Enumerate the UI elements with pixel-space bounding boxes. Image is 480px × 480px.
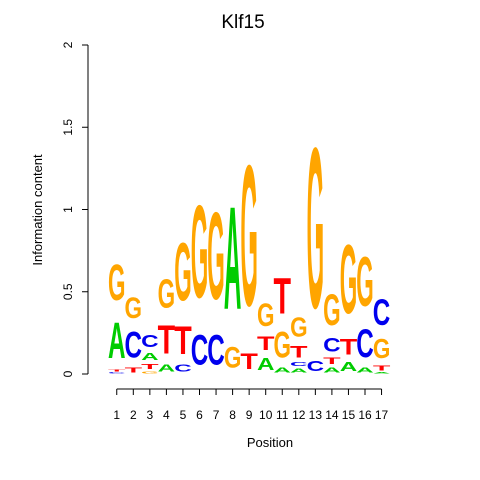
x-tick-label: 12 [292, 408, 306, 422]
y-tick-label: 1 [61, 206, 75, 213]
logo-letter-T-pos-1: T [108, 369, 126, 372]
logo-letter-G-pos-8: G [224, 341, 242, 375]
logo-letter-G-pos-3: G [141, 371, 159, 374]
logo-letter-C-pos-5: C [174, 362, 192, 374]
x-tick-label: 7 [213, 408, 220, 422]
logo-letter-A-pos-3: A [141, 351, 159, 363]
x-tick-label: 15 [342, 408, 356, 422]
logo-letter-A-pos-16: A [356, 366, 374, 374]
x-tick-label: 6 [196, 408, 203, 422]
logo-letter-C-pos-1: C [108, 372, 125, 374]
x-tick-label: 10 [259, 408, 273, 422]
logo-letter-T-pos-17: T [373, 364, 391, 372]
x-axis-label: Position [247, 435, 293, 450]
logo-letter-A-pos-1: A [108, 312, 125, 370]
chart-title: Klf15 [221, 12, 264, 33]
logo-letter-T-pos-11: T [274, 266, 291, 324]
logo-letter-G-pos-14: G [323, 286, 340, 335]
x-tick-label: 2 [130, 408, 137, 422]
logo-letter-C-pos-6: C [191, 328, 209, 375]
logo-letter-C-pos-2: C [125, 325, 143, 366]
y-tick-label: 0 [61, 370, 75, 377]
x-axis: 1 2 3 4 5 6 7 8 9 10 11 12 13 14 15 16 17 [113, 388, 389, 422]
logo-letter-T-pos-14: T [323, 356, 341, 366]
logo-letter-G-pos-17: G [373, 334, 390, 365]
logo-letter-G-pos-10: G [257, 297, 274, 333]
logo-letter-T-pos-10: T [257, 334, 275, 355]
logo-letter-C-pos-14: C [323, 334, 341, 356]
logo-letter-C-pos-17: C [373, 292, 391, 333]
logo-letter-T-pos-9: T [240, 350, 258, 374]
y-axis-label: Information content [30, 154, 45, 266]
logo-letter-C-pos-7: C [207, 328, 225, 375]
y-tick-label: 1.5 [61, 119, 75, 136]
x-tick-label: 3 [147, 408, 154, 422]
logo-letter-G-pos-15: G [340, 225, 357, 335]
logo-letter-T-pos-3: T [141, 363, 159, 371]
logo-letter-G-pos-2: G [125, 291, 143, 325]
logo-letters: CTAGTCGGTACATGCTGCGCGGATGATGAGTACTGCGATC… [108, 102, 391, 375]
logo-letter-A-pos-15: A [340, 360, 357, 375]
x-tick-label: 16 [358, 408, 372, 422]
logo-letter-A-pos-17: A [373, 372, 390, 374]
x-tick-label: 4 [163, 408, 170, 422]
logo-letter-A-pos-11: A [274, 366, 292, 374]
x-tick-label: 9 [246, 408, 253, 422]
logo-letter-G-pos-6: G [191, 179, 208, 327]
logo-letter-A-pos-14: A [323, 366, 341, 374]
logo-letter-G-pos-7: G [207, 187, 224, 326]
y-tick-label: 2 [61, 41, 75, 48]
logo-letter-T-pos-2: T [125, 366, 143, 374]
logo-letter-G-pos-11: G [274, 325, 291, 366]
logo-letter-A-pos-8: A [224, 178, 241, 341]
logo-letter-C-pos-12: C [290, 361, 308, 368]
logo-letter-G-pos-13: G [307, 102, 324, 357]
x-tick-label: 17 [375, 408, 389, 422]
y-axis: 0 0.5 1 1.5 2 [61, 41, 89, 377]
logo-letter-C-pos-16: C [356, 321, 374, 366]
logo-letter-C-pos-3: C [141, 332, 158, 351]
logo-letter-T-pos-12: T [290, 343, 307, 361]
x-tick-label: 8 [229, 408, 236, 422]
logo-letter-C-pos-13: C [307, 358, 324, 374]
logo-letter-G-pos-12: G [290, 312, 307, 343]
logo-letter-A-pos-10: A [257, 355, 274, 374]
logo-letter-G-pos-9: G [240, 124, 257, 349]
logo-letter-G-pos-16: G [356, 244, 373, 322]
x-tick-label: 1 [113, 408, 120, 422]
logo-letter-G-pos-5: G [174, 225, 191, 318]
x-tick-label: 13 [309, 408, 323, 422]
x-tick-label: 5 [180, 408, 187, 422]
logo-letter-G-pos-4: G [158, 271, 175, 317]
logo-letter-A-pos-12: A [290, 367, 308, 374]
logo-letter-T-pos-4: T [158, 316, 176, 362]
logo-letter-G-pos-1: G [108, 255, 125, 312]
logo-letter-A-pos-4: A [158, 362, 176, 374]
x-tick-label: 14 [325, 408, 339, 422]
x-tick-label: 11 [276, 408, 289, 422]
logo-letter-T-pos-5: T [174, 319, 191, 363]
logo-letter-T-pos-15: T [340, 335, 358, 359]
y-tick-label: 0.5 [61, 283, 75, 300]
